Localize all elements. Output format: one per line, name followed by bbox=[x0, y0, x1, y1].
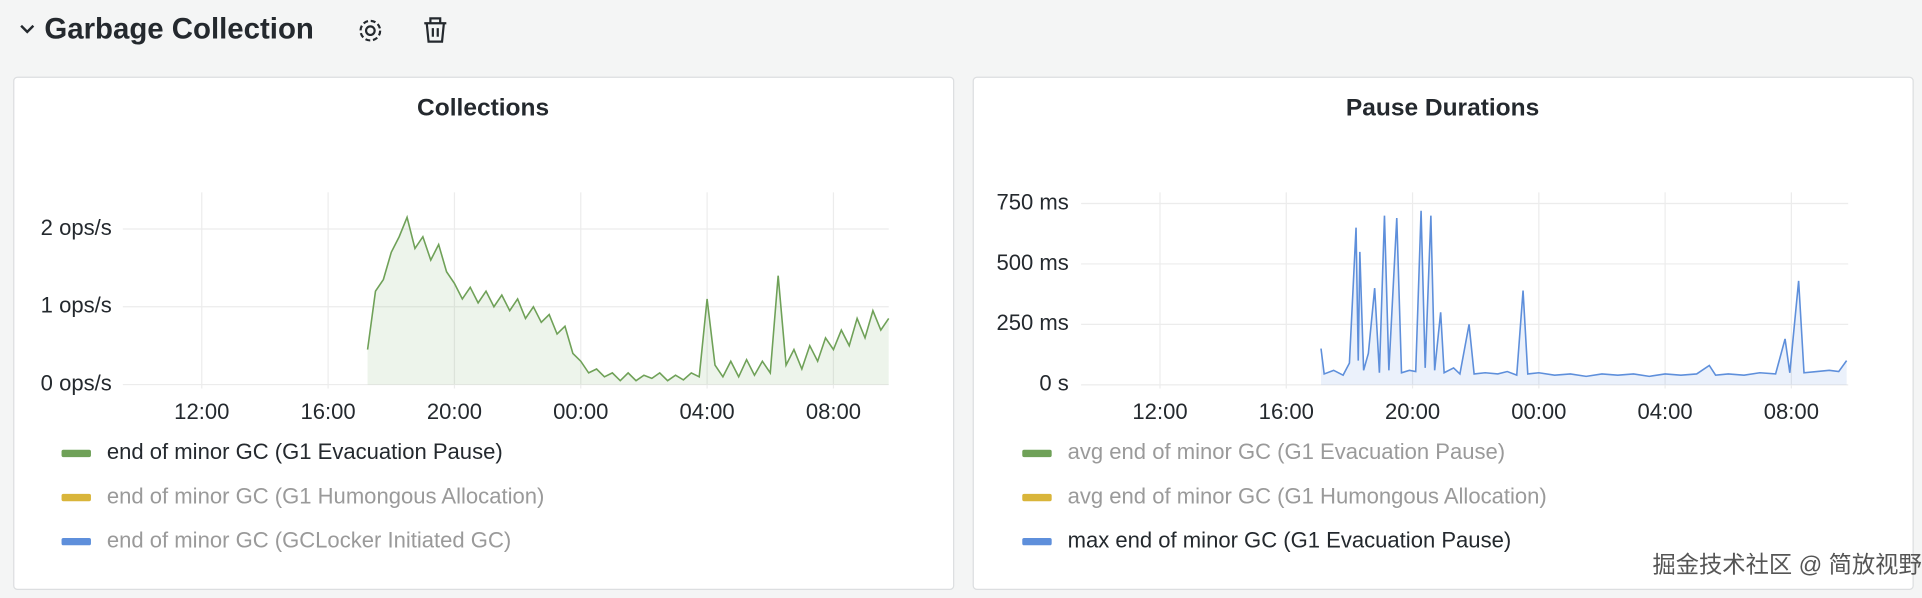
legend-swatch bbox=[61, 537, 91, 546]
x-tick-label: 08:00 bbox=[1764, 399, 1819, 424]
legend-label[interactable]: end of minor GC (G1 Humongous Allocation… bbox=[107, 483, 544, 508]
legend-swatch bbox=[1022, 537, 1052, 546]
legend-label[interactable]: avg end of minor GC (G1 Evacuation Pause… bbox=[1068, 439, 1505, 464]
delete-icon[interactable] bbox=[424, 17, 447, 43]
legend-label[interactable]: avg end of minor GC (G1 Humongous Alloca… bbox=[1068, 483, 1547, 508]
series-line bbox=[1320, 210, 1848, 378]
settings-icon[interactable] bbox=[359, 19, 382, 42]
collapse-chevron[interactable] bbox=[20, 24, 35, 34]
x-tick-label: 00:00 bbox=[1511, 399, 1566, 424]
area-fill bbox=[1321, 210, 1847, 385]
y-tick-label: 750 ms bbox=[997, 189, 1069, 214]
legend-label[interactable]: max end of minor GC (G1 Evacuation Pause… bbox=[1068, 527, 1512, 552]
x-tick-label: 12:00 bbox=[1132, 399, 1187, 424]
x-tick-label: 16:00 bbox=[1259, 399, 1314, 424]
legend-swatch bbox=[1022, 493, 1052, 502]
area-fill bbox=[367, 217, 889, 385]
row-title: Garbage Collection bbox=[44, 12, 313, 45]
legend-label[interactable]: end of minor GC (GCLocker Initiated GC) bbox=[107, 527, 511, 552]
panel bbox=[972, 76, 1914, 591]
legend-swatch bbox=[61, 449, 91, 458]
y-tick-label: 0 ops/s bbox=[41, 370, 112, 395]
y-tick-label: 1 ops/s bbox=[41, 293, 112, 318]
x-tick-label: 20:00 bbox=[1385, 399, 1440, 424]
series-line bbox=[366, 214, 890, 382]
legend-swatch bbox=[61, 493, 91, 502]
panel-title: Pause Durations bbox=[1346, 95, 1539, 122]
y-tick-label: 0 s bbox=[1039, 371, 1068, 396]
x-tick-label: 04:00 bbox=[680, 399, 735, 424]
legend-swatch bbox=[1022, 449, 1052, 458]
panel bbox=[13, 76, 955, 591]
y-tick-label: 2 ops/s bbox=[41, 215, 112, 240]
x-tick-label: 00:00 bbox=[553, 399, 608, 424]
x-tick-label: 08:00 bbox=[806, 399, 861, 424]
y-tick-label: 500 ms bbox=[997, 250, 1069, 275]
x-tick-label: 16:00 bbox=[301, 399, 356, 424]
x-tick-label: 04:00 bbox=[1638, 399, 1693, 424]
legend-label[interactable]: end of minor GC (G1 Evacuation Pause) bbox=[107, 439, 503, 464]
watermark: 掘金技术社区 @ 简放视野 bbox=[1653, 551, 1922, 577]
panel-title: Collections bbox=[417, 95, 549, 122]
y-tick-label: 250 ms bbox=[997, 310, 1069, 335]
x-tick-label: 12:00 bbox=[174, 399, 229, 424]
x-tick-label: 20:00 bbox=[427, 399, 482, 424]
